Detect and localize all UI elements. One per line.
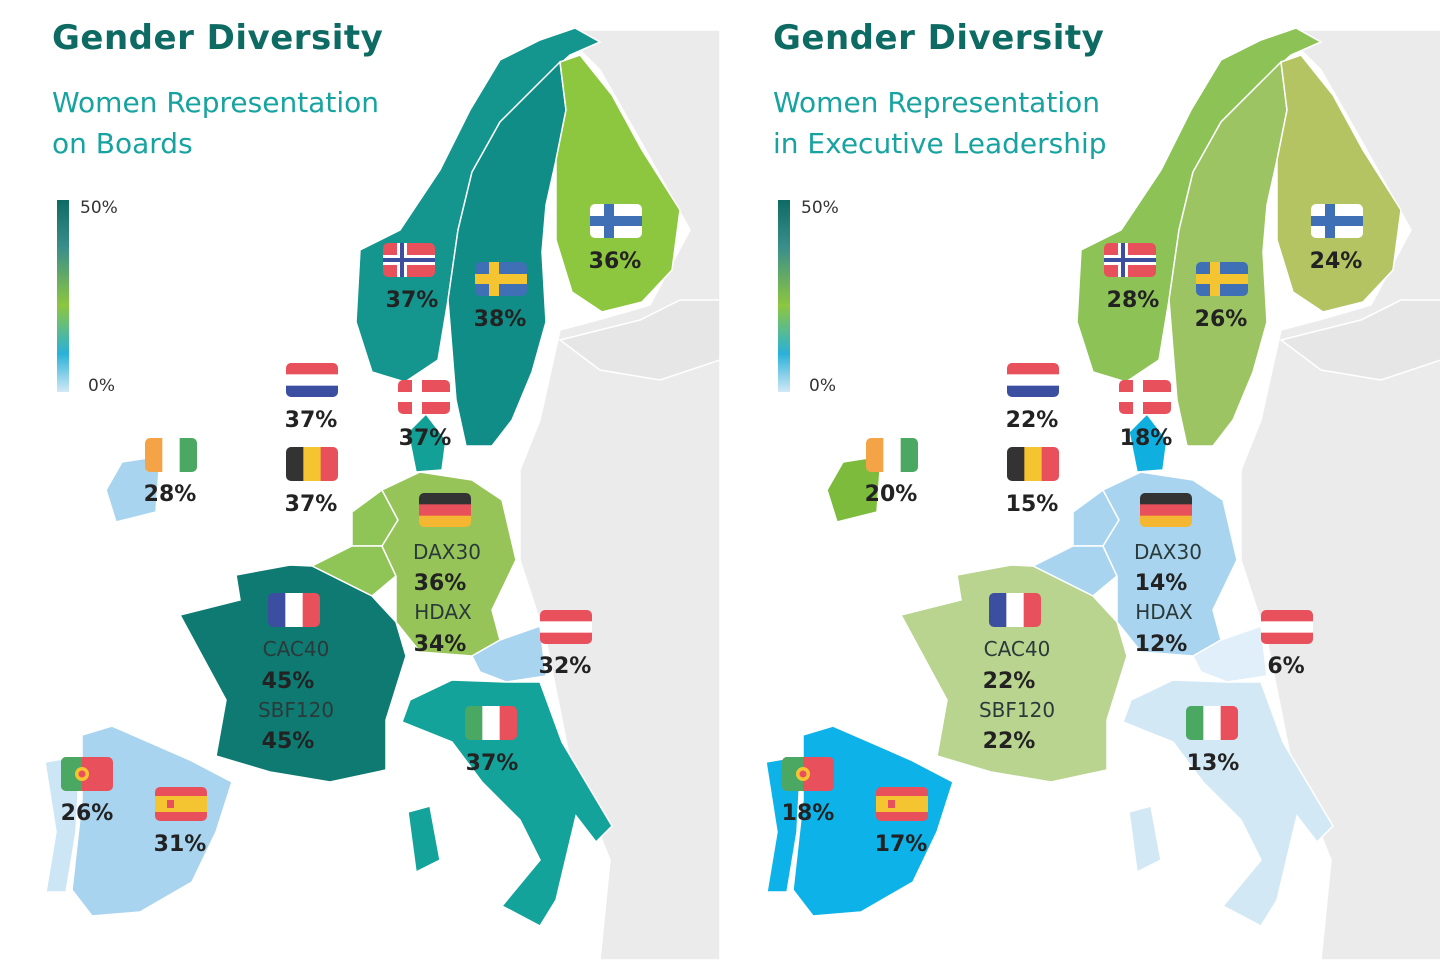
map-title: Gender Diversity	[52, 18, 384, 58]
value-label-austria: 32%	[538, 654, 592, 679]
value-label-austria: 6%	[1267, 654, 1305, 679]
flag-finland-icon	[590, 204, 642, 238]
country-sweden	[1168, 60, 1288, 447]
flag-ireland-icon	[866, 438, 918, 472]
value-label-netherlands: 37%	[284, 408, 338, 433]
value-label-sweden: 26%	[1194, 307, 1248, 332]
value-label-belgium: 15%	[1005, 492, 1059, 517]
flag-finland-icon	[1311, 204, 1363, 238]
value-label-denmark: 18%	[1119, 426, 1173, 451]
flag-denmark-icon	[1119, 380, 1171, 414]
index-value-germany: 14%	[1134, 571, 1188, 596]
background-land	[1279, 299, 1440, 381]
index-value-france: 22%	[982, 669, 1036, 694]
subtitle-line: in Executive Leadership	[773, 127, 1107, 160]
flag-norway-icon	[383, 243, 435, 277]
index-name-france: CAC40	[262, 637, 330, 661]
executive-map-panel: Gender Diversity Women Representation in E…	[721, 0, 1440, 960]
flag-portugal-icon	[782, 757, 834, 791]
flag-portugal-icon	[61, 757, 113, 791]
subtitle-line: Women Representation	[52, 86, 379, 119]
subtitle-line: on Boards	[52, 127, 193, 160]
country-austria	[471, 624, 547, 683]
flag-france-icon	[268, 593, 320, 627]
country-sardinia	[407, 805, 441, 874]
country-denmark	[1128, 412, 1168, 473]
flag-netherlands-icon	[1007, 363, 1059, 397]
value-label-portugal: 26%	[60, 801, 114, 826]
index-name-france: SBF120	[978, 698, 1056, 722]
background-land	[558, 299, 720, 381]
index-value-france: 45%	[261, 729, 315, 754]
flag-italy-icon	[1186, 706, 1238, 740]
map-title: Gender Diversity	[773, 18, 1105, 58]
legend-max-label: 50%	[80, 198, 118, 218]
flag-austria-icon	[1261, 610, 1313, 644]
value-label-finland: 24%	[1309, 249, 1363, 274]
country-denmark	[407, 412, 447, 473]
flag-netherlands-icon	[286, 363, 338, 397]
index-name-france: CAC40	[983, 637, 1051, 661]
flag-denmark-icon	[398, 380, 450, 414]
flag-sweden-icon	[475, 262, 527, 296]
flag-germany-icon	[419, 493, 471, 527]
value-label-sweden: 38%	[473, 307, 527, 332]
panel-divider	[720, 0, 721, 960]
flag-belgium-icon	[286, 447, 338, 481]
index-value-france: 45%	[261, 669, 315, 694]
value-label-ireland: 28%	[143, 482, 197, 507]
legend-max-label: 50%	[801, 198, 839, 218]
flag-spain-icon	[876, 787, 928, 821]
index-value-germany: 12%	[1134, 632, 1188, 657]
index-value-germany: 34%	[413, 632, 467, 657]
flag-ireland-icon	[145, 438, 197, 472]
value-label-ireland: 20%	[864, 482, 918, 507]
country-finland	[555, 54, 681, 313]
value-label-spain: 31%	[153, 832, 207, 857]
flag-spain-icon	[155, 787, 207, 821]
country-france	[178, 564, 407, 783]
color-scale-legend	[778, 200, 790, 392]
value-label-portugal: 18%	[781, 801, 835, 826]
flag-italy-icon	[465, 706, 517, 740]
index-name-france: SBF120	[257, 698, 335, 722]
color-scale-legend	[57, 200, 69, 392]
country-sweden	[447, 60, 567, 447]
country-italy	[1122, 679, 1334, 927]
boards-map-panel: Gender Diversity Women Representation on B…	[45, 18, 720, 960]
flag-austria-icon	[540, 610, 592, 644]
flag-belgium-icon	[1007, 447, 1059, 481]
country-italy	[401, 679, 613, 927]
country-austria	[1192, 624, 1268, 683]
map-subtitle: Women Representation in Executive Leaders…	[773, 82, 1107, 164]
index-name-germany: DAX30	[413, 540, 481, 564]
value-label-italy: 37%	[465, 751, 519, 776]
index-name-germany: DAX30	[1134, 540, 1202, 564]
value-label-norway: 37%	[385, 288, 439, 313]
index-value-france: 22%	[982, 729, 1036, 754]
value-label-denmark: 37%	[398, 426, 452, 451]
map-subtitle: Women Representation on Boards	[52, 82, 379, 164]
value-label-belgium: 37%	[284, 492, 338, 517]
value-label-netherlands: 22%	[1005, 408, 1059, 433]
value-label-finland: 36%	[588, 249, 642, 274]
subtitle-line: Women Representation	[773, 86, 1100, 119]
country-finland	[1276, 54, 1402, 313]
legend-min-label: 0%	[809, 376, 836, 396]
index-name-germany: HDAX	[414, 600, 472, 624]
index-name-germany: HDAX	[1135, 600, 1193, 624]
legend-min-label: 0%	[88, 376, 115, 396]
flag-norway-icon	[1104, 243, 1156, 277]
flag-sweden-icon	[1196, 262, 1248, 296]
index-value-germany: 36%	[413, 571, 467, 596]
country-france	[899, 564, 1128, 783]
flag-france-icon	[989, 593, 1041, 627]
country-sardinia	[1128, 805, 1162, 874]
flag-germany-icon	[1140, 493, 1192, 527]
value-label-norway: 28%	[1106, 288, 1160, 313]
value-label-italy: 13%	[1186, 751, 1240, 776]
value-label-spain: 17%	[874, 832, 928, 857]
